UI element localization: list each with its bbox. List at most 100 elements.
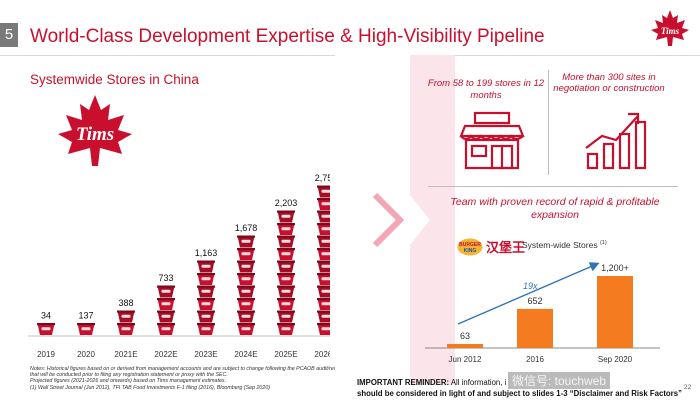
cup-logo-band bbox=[281, 214, 291, 218]
big-logo-text: Tims bbox=[76, 124, 114, 145]
x-tick-2019: 2019 bbox=[37, 350, 55, 359]
cup-logo-band bbox=[201, 289, 211, 293]
cup-lid bbox=[117, 323, 135, 326]
bk-stores-chart: 19x 63 Jun 2012 652 2016 1,200+ Sep 2020 bbox=[425, 262, 660, 364]
cup-logo-band bbox=[241, 302, 251, 306]
bk-chinese-name: 汉堡王 bbox=[486, 240, 526, 255]
cup-lid bbox=[277, 235, 295, 238]
important-reminder: IMPORTANT REMINDER: All information, i s… bbox=[357, 377, 697, 399]
cup-lid bbox=[157, 310, 175, 313]
cup-logo-band bbox=[241, 264, 251, 268]
bk-x-tick: Sep 2020 bbox=[598, 355, 633, 364]
cup-logo-band bbox=[161, 327, 171, 331]
cup-lid bbox=[317, 248, 330, 251]
cup-lid bbox=[277, 223, 295, 226]
cup-lid bbox=[317, 285, 330, 288]
cup-lid bbox=[317, 210, 330, 213]
stat-sites-pipeline: More than 300 sites in negotiation or co… bbox=[553, 72, 665, 94]
stat-separator bbox=[548, 70, 549, 175]
cup-logo-band bbox=[81, 327, 91, 331]
x-tick-2023E: 2023E bbox=[194, 350, 217, 359]
cup-logo-band bbox=[201, 264, 211, 268]
reminder-line-2: should be considered in light of and sub… bbox=[357, 389, 682, 398]
bk-value-label: 1,200+ bbox=[601, 263, 629, 273]
bk-logo-bottom: KING bbox=[464, 248, 477, 254]
left-chart-title: Systemwide Stores in China bbox=[30, 72, 199, 87]
cup-logo-band bbox=[281, 289, 291, 293]
bk-growth-arrow bbox=[457, 262, 600, 325]
value-label-2021E: 388 bbox=[118, 298, 133, 308]
cup-logo-band bbox=[241, 277, 251, 281]
stat-growth-12-months: From 58 to 199 stores in 12 months bbox=[427, 78, 545, 101]
cup-lid bbox=[317, 323, 330, 326]
cup-lid bbox=[317, 298, 330, 301]
burger-king-logo: BURGER KING bbox=[457, 238, 483, 256]
cup-lid bbox=[197, 310, 215, 313]
maple-leaf-icon bbox=[58, 95, 132, 166]
logo-top-text: Tims bbox=[661, 26, 680, 36]
tims-stores-chart: Tims 34 2019 137 2020 388 2021E 733 2022E 1,163 2… bbox=[28, 95, 330, 359]
bk-bar-Jun-2012 bbox=[447, 344, 483, 348]
cup-lid bbox=[277, 298, 295, 301]
value-label-2019: 34 bbox=[41, 311, 51, 321]
cup-lid bbox=[237, 235, 255, 238]
cup-stack-2020 bbox=[77, 323, 95, 335]
cup-lid bbox=[317, 310, 330, 313]
cup-lid bbox=[277, 323, 295, 326]
cup-logo-band bbox=[281, 239, 291, 243]
bk-legend: System-wide Stores (1) bbox=[522, 240, 607, 250]
cup-logo-band bbox=[321, 327, 330, 331]
cup-logo-band bbox=[281, 252, 291, 256]
bk-legend-label: System-wide Stores bbox=[522, 240, 600, 250]
cup-logo-band bbox=[161, 314, 171, 318]
value-label-2022E: 733 bbox=[158, 273, 173, 283]
cup-lid bbox=[237, 285, 255, 288]
cup-lid bbox=[237, 298, 255, 301]
cup-logo-band bbox=[241, 239, 251, 243]
x-tick-2022E: 2022E bbox=[154, 350, 177, 359]
cup-lid bbox=[77, 323, 95, 326]
cup-logo-band bbox=[321, 289, 330, 293]
cup-logo-band bbox=[281, 277, 291, 281]
value-label-2026E: 2,753 bbox=[315, 173, 330, 183]
cup-logo-band bbox=[241, 289, 251, 293]
cup-lid bbox=[317, 198, 330, 201]
bk-bar-2016 bbox=[517, 308, 553, 348]
cup-stack-2023E bbox=[197, 260, 215, 335]
cup-logo-band bbox=[161, 289, 171, 293]
bk-legend-footnote: (1) bbox=[599, 240, 607, 247]
cup-stack-2021E bbox=[117, 310, 135, 335]
bk-growth-label: 19x bbox=[523, 281, 538, 291]
bk-value-label: 652 bbox=[527, 296, 542, 306]
tims-logo-top: Tims bbox=[651, 10, 689, 46]
cup-logo-band bbox=[121, 314, 131, 318]
cup-logo-band bbox=[321, 189, 330, 193]
cup-lid bbox=[277, 273, 295, 276]
bk-logo-top: BURGER bbox=[459, 242, 481, 248]
cup-logo-band bbox=[321, 277, 330, 281]
cup-logo-band bbox=[201, 277, 211, 281]
cup-lid bbox=[277, 248, 295, 251]
cup-logo-band bbox=[241, 314, 251, 318]
cup-logo-band bbox=[321, 227, 330, 231]
cup-lid bbox=[277, 310, 295, 313]
cup-lid bbox=[37, 323, 55, 326]
cup-lid bbox=[277, 210, 295, 213]
cup-logo-band bbox=[321, 214, 330, 218]
section-separator bbox=[428, 186, 678, 187]
cup-lid bbox=[197, 323, 215, 326]
cup-logo-band bbox=[161, 302, 171, 306]
cup-lid bbox=[237, 323, 255, 326]
maple-leaf-icon bbox=[651, 10, 689, 46]
x-tick-2025E: 2025E bbox=[274, 350, 297, 359]
cup-logo-band bbox=[241, 252, 251, 256]
cup-logo-band bbox=[201, 327, 211, 331]
note-line: (1) Wall Street Journal (Jun 2012), TFI … bbox=[30, 384, 271, 391]
cup-lid bbox=[277, 285, 295, 288]
slide-title: World-Class Development Expertise & High… bbox=[30, 26, 545, 47]
x-tick-2026E: 2026E bbox=[314, 350, 330, 359]
cup-lid bbox=[157, 298, 175, 301]
cup-lid bbox=[117, 310, 135, 313]
cup-lid bbox=[157, 323, 175, 326]
tims-big-logo: Tims bbox=[58, 95, 132, 166]
